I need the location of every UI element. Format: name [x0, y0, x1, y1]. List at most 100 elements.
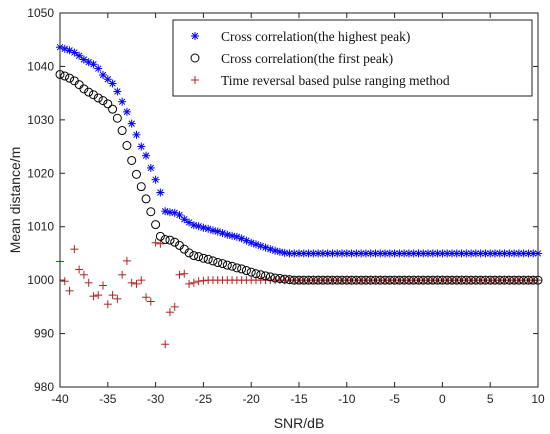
data-point-circle: [509, 275, 519, 285]
data-point-circle: [452, 275, 462, 285]
data-point-circle: [136, 182, 146, 192]
data-point-asterisk: [156, 188, 165, 197]
data-point-circle: [366, 275, 376, 285]
data-point-asterisk: [208, 226, 217, 235]
data-point-circle: [270, 273, 280, 283]
data-point-circle: [342, 275, 352, 285]
data-point-circle: [337, 275, 347, 285]
data-point-circle: [294, 275, 304, 285]
data-point-circle: [500, 275, 510, 285]
x-tick-label: -25: [195, 392, 213, 406]
data-point-circle: [418, 275, 428, 285]
data-point-plus: [84, 278, 93, 287]
data-point-circle: [351, 275, 361, 285]
data-point-plus: [60, 277, 69, 286]
x-tick-label: -20: [243, 392, 261, 406]
data-point-asterisk: [132, 130, 141, 139]
data-point-circle: [131, 169, 141, 179]
data-point-plus: [127, 278, 136, 287]
y-tick-label: 1020: [27, 166, 54, 180]
legend-entry-label: Cross correlation(the first peak): [221, 51, 393, 66]
data-point-circle: [93, 93, 103, 103]
data-point-circle: [213, 258, 223, 268]
data-point-circle: [423, 275, 433, 285]
data-point-circle: [141, 194, 151, 204]
data-point-circle: [327, 275, 337, 285]
data-point-circle: [194, 252, 204, 262]
data-point-circle: [151, 220, 161, 230]
data-point-asterisk: [228, 231, 237, 240]
data-point-circle: [203, 254, 213, 264]
data-point-circle: [356, 275, 366, 285]
x-tick-label: -15: [290, 392, 308, 406]
legend-marker-plus: [191, 76, 199, 84]
series-plus: [56, 238, 542, 349]
data-point-plus: [137, 276, 146, 285]
data-point-plus: [132, 279, 141, 288]
x-axis-label: SNR/dB: [274, 415, 325, 431]
data-point-circle: [442, 275, 452, 285]
data-point-circle: [108, 104, 118, 114]
data-point-asterisk: [481, 249, 490, 258]
data-point-asterisk: [113, 87, 122, 96]
data-point-asterisk: [323, 249, 332, 258]
x-tick-label: -30: [147, 392, 165, 406]
data-point-circle: [308, 275, 318, 285]
data-point-plus: [165, 308, 174, 317]
y-tick-label: 1010: [27, 220, 54, 234]
y-tick-label: 1040: [27, 59, 54, 73]
y-tick-label: 1030: [27, 113, 54, 127]
data-point-asterisk: [223, 230, 232, 239]
data-point-circle: [265, 272, 275, 282]
y-axis-label: Mean distance/m: [7, 147, 23, 254]
data-point-circle: [127, 155, 137, 165]
data-point-asterisk: [75, 51, 84, 60]
data-point-circle: [208, 256, 218, 266]
data-point-circle: [189, 251, 199, 261]
legend: Cross correlation(the highest peak) Cross…: [172, 19, 533, 97]
data-point-plus: [146, 297, 155, 306]
data-point-circle: [380, 275, 390, 285]
data-point-circle: [519, 275, 529, 285]
data-point-circle: [466, 275, 476, 285]
data-point-asterisk: [285, 249, 294, 258]
data-point-circle: [155, 231, 165, 241]
data-point-circle: [318, 275, 328, 285]
x-tick-label: 5: [487, 392, 494, 406]
data-point-circle: [184, 248, 194, 258]
data-point-plus: [99, 281, 108, 290]
legend-marker-asterisk: [191, 32, 199, 40]
data-point-asterisk: [385, 249, 394, 258]
data-point-circle: [289, 275, 299, 285]
data-point-asterisk: [161, 207, 170, 216]
data-point-circle: [399, 275, 409, 285]
data-point-circle: [117, 126, 127, 136]
legend-entry-label: Cross correlation(the highest peak): [221, 29, 410, 44]
data-point-circle: [361, 275, 371, 285]
data-point-circle: [385, 275, 395, 285]
x-tick-label: 0: [439, 392, 446, 406]
data-point-plus: [75, 265, 84, 274]
data-point-circle: [241, 266, 251, 276]
data-point-circle: [60, 71, 70, 81]
data-point-asterisk: [333, 249, 342, 258]
data-point-plus: [161, 340, 170, 349]
data-point-circle: [523, 275, 533, 285]
data-point-circle: [514, 275, 524, 285]
data-point-plus: [185, 279, 194, 288]
data-point-circle: [428, 275, 438, 285]
data-point-plus: [108, 291, 117, 300]
data-point-circle: [146, 207, 156, 217]
data-point-circle: [485, 275, 495, 285]
x-tick-label: -10: [338, 392, 356, 406]
data-point-asterisk: [108, 79, 117, 88]
legend-box: [172, 19, 533, 97]
data-point-circle: [404, 275, 414, 285]
data-point-plus: [194, 277, 203, 286]
data-point-circle: [280, 274, 290, 284]
x-tick-label: -35: [99, 392, 117, 406]
data-point-asterisk: [146, 163, 155, 172]
data-point-plus: [175, 270, 184, 279]
data-point-asterisk: [486, 249, 495, 258]
